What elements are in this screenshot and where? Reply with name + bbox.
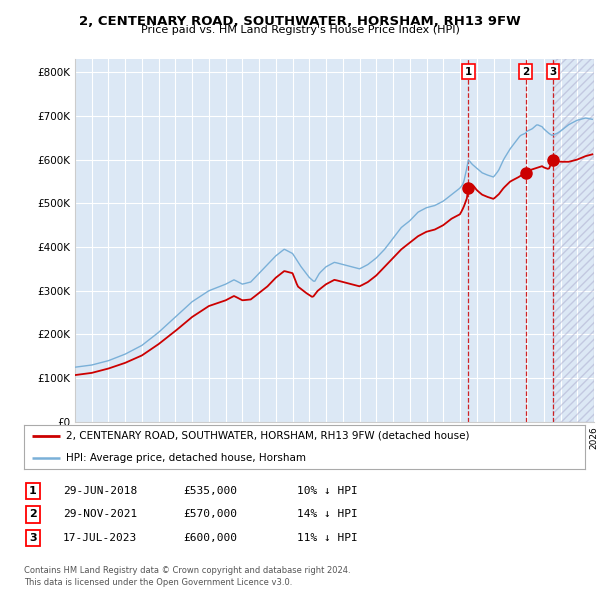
Text: 2, CENTENARY ROAD, SOUTHWATER, HORSHAM, RH13 9FW: 2, CENTENARY ROAD, SOUTHWATER, HORSHAM, … [79, 15, 521, 28]
Text: £600,000: £600,000 [183, 533, 237, 543]
Text: 3: 3 [549, 67, 556, 77]
Text: 1: 1 [465, 67, 472, 77]
Text: 17-JUL-2023: 17-JUL-2023 [63, 533, 137, 543]
Text: 11% ↓ HPI: 11% ↓ HPI [297, 533, 358, 543]
Text: £570,000: £570,000 [183, 510, 237, 519]
Text: 29-JUN-2018: 29-JUN-2018 [63, 486, 137, 496]
Text: 14% ↓ HPI: 14% ↓ HPI [297, 510, 358, 519]
Text: Contains HM Land Registry data © Crown copyright and database right 2024.
This d: Contains HM Land Registry data © Crown c… [24, 566, 350, 587]
Text: £535,000: £535,000 [183, 486, 237, 496]
Text: 1: 1 [29, 486, 37, 496]
Text: 10% ↓ HPI: 10% ↓ HPI [297, 486, 358, 496]
Text: 2, CENTENARY ROAD, SOUTHWATER, HORSHAM, RH13 9FW (detached house): 2, CENTENARY ROAD, SOUTHWATER, HORSHAM, … [66, 431, 470, 441]
Text: 29-NOV-2021: 29-NOV-2021 [63, 510, 137, 519]
Text: HPI: Average price, detached house, Horsham: HPI: Average price, detached house, Hors… [66, 453, 306, 463]
Text: 2: 2 [29, 510, 37, 519]
Text: 2: 2 [522, 67, 529, 77]
Text: Price paid vs. HM Land Registry's House Price Index (HPI): Price paid vs. HM Land Registry's House … [140, 25, 460, 35]
Text: 3: 3 [29, 533, 37, 543]
